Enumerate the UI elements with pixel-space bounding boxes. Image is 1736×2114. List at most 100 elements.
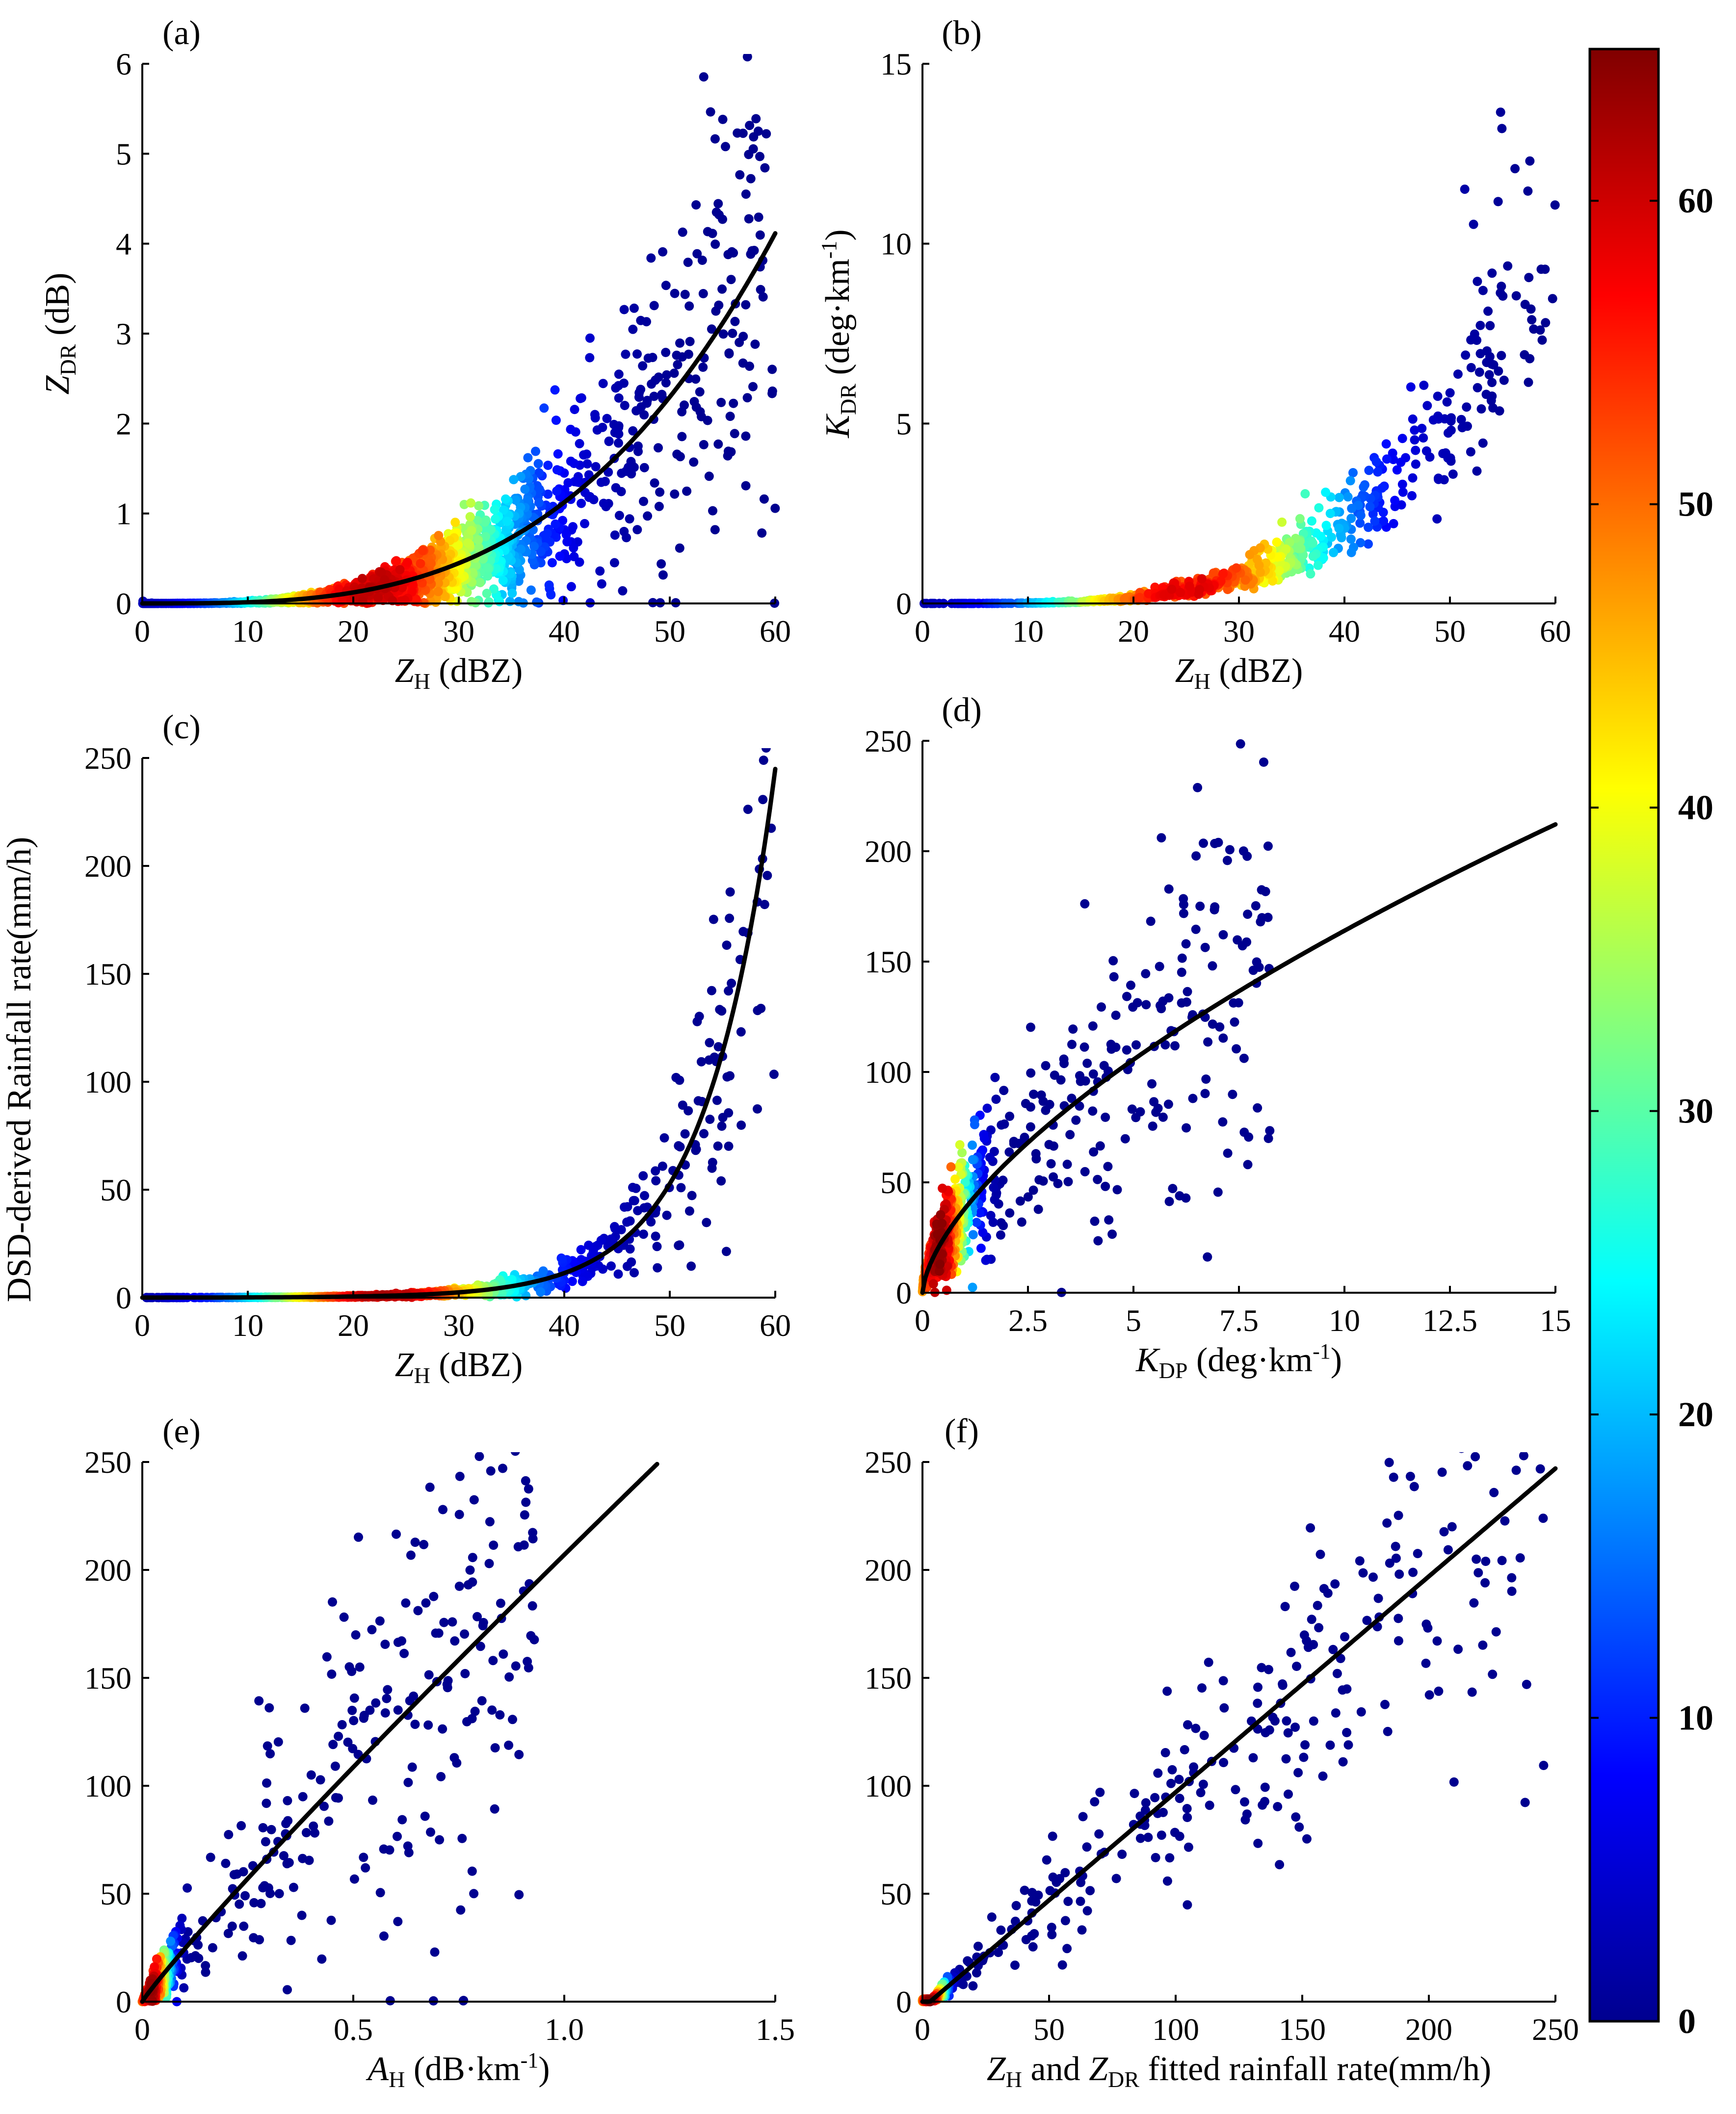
- scatter-point: [765, 554, 775, 563]
- scatter-point: [634, 392, 644, 402]
- scatter-point: [613, 1269, 623, 1279]
- scatter-point: [1023, 1192, 1033, 1202]
- scatter-point: [1111, 1011, 1121, 1020]
- scatter-point: [763, 871, 772, 880]
- scatter-point: [638, 1171, 648, 1181]
- scatter-point: [1256, 568, 1265, 577]
- scatter-point: [614, 393, 624, 403]
- scatter-point: [1230, 1017, 1239, 1027]
- scatter-point: [1195, 901, 1205, 911]
- scatter-point: [717, 1122, 727, 1131]
- scatter-point: [1536, 264, 1546, 274]
- scatter-point: [501, 494, 510, 504]
- scatter-point: [1041, 1105, 1051, 1115]
- scatter-point: [1334, 493, 1344, 502]
- scatter-point: [1245, 550, 1255, 559]
- scatter-point: [1444, 428, 1453, 438]
- scatter-point: [669, 368, 679, 378]
- scatter-point: [755, 152, 764, 161]
- scatter-point: [1503, 261, 1513, 271]
- scatter-point: [1179, 909, 1188, 918]
- scatter-point: [451, 541, 461, 550]
- scatter-point: [1466, 447, 1475, 457]
- scatter-point: [658, 570, 668, 580]
- scatter-point: [757, 4, 766, 13]
- scatter-point: [1239, 1053, 1249, 1063]
- scatter-point: [534, 498, 544, 508]
- scatter-point: [1541, 34, 1551, 44]
- scatter-point: [595, 566, 605, 576]
- scatter-point: [511, 495, 521, 505]
- scatter-point: [604, 436, 614, 446]
- scatter-point: [991, 1095, 1001, 1104]
- scatter-point: [610, 530, 620, 540]
- scatter-point: [1494, 366, 1503, 376]
- scatter-point: [1277, 517, 1287, 527]
- scatter-point: [1254, 560, 1264, 570]
- scatter-point: [617, 469, 627, 478]
- scatter-point: [526, 585, 536, 595]
- scatter-point: [555, 551, 565, 561]
- scatter-point: [746, 249, 756, 259]
- scatter-point: [606, 1234, 616, 1244]
- scatter-points-d: [918, 739, 1275, 1297]
- x-tick-label: 20: [338, 614, 369, 649]
- scatter-point: [686, 1261, 696, 1271]
- scatter-point: [968, 1282, 977, 1292]
- x-tick-label: 30: [443, 614, 474, 649]
- scatter-point: [653, 1263, 662, 1273]
- scatter-point: [1131, 1040, 1141, 1050]
- scatter-point: [632, 525, 642, 535]
- scatter-point: [1067, 1094, 1077, 1103]
- scatter-point: [986, 1211, 996, 1221]
- scatter-point: [1419, 380, 1429, 390]
- scatter-point: [552, 465, 562, 475]
- scatter-point: [707, 1163, 717, 1173]
- scatter-point: [1460, 184, 1470, 194]
- scatter-point: [1089, 1147, 1099, 1157]
- scatter-point: [756, 285, 765, 294]
- scatter-point: [561, 530, 571, 539]
- scatter-point: [709, 914, 718, 924]
- y-tick-label: 100: [84, 1065, 132, 1099]
- scatter-point: [514, 597, 524, 606]
- scatter-point: [1265, 1126, 1275, 1136]
- scatter-point: [748, 382, 758, 391]
- scatter-point: [498, 575, 508, 585]
- scatter-point: [749, 132, 759, 142]
- scatter-point: [523, 496, 532, 505]
- scatter-point: [769, 1070, 779, 1079]
- scatter-point: [639, 463, 649, 472]
- scatter-point: [1131, 1113, 1141, 1122]
- scatter-point: [592, 425, 602, 435]
- scatter-point: [614, 511, 624, 521]
- scatter-point: [602, 414, 612, 423]
- scatter-point: [1029, 1090, 1038, 1099]
- scatter-point: [596, 477, 606, 487]
- x-tick-label: 10: [232, 1308, 263, 1343]
- scatter-points-a: [138, 4, 780, 608]
- scatter-point: [724, 348, 734, 358]
- scatter-point: [698, 363, 708, 372]
- x-tick-label: 50: [654, 1308, 685, 1343]
- scatter-point: [1148, 1122, 1157, 1131]
- scatter-point: [1488, 403, 1498, 413]
- scatter-point: [1356, 538, 1366, 548]
- scatter-point: [725, 887, 735, 897]
- scatter-point: [1218, 569, 1228, 578]
- scatter-point: [619, 305, 629, 314]
- scatter-point: [1422, 401, 1432, 411]
- scatter-point: [570, 405, 579, 415]
- scatter-point: [1222, 856, 1232, 865]
- scatter-point: [553, 449, 563, 459]
- y-tick-label: 4: [116, 227, 132, 261]
- scatter-point: [730, 429, 739, 439]
- fit-curve-c: [140, 766, 778, 1300]
- scatter-point: [539, 403, 549, 413]
- scatter-point: [675, 1142, 685, 1152]
- scatter-point: [640, 1191, 649, 1201]
- scatter-point: [1223, 1148, 1233, 1158]
- scatter-point: [491, 514, 500, 524]
- x-tick-label: 20: [1118, 614, 1149, 649]
- scatter-point: [1176, 588, 1185, 598]
